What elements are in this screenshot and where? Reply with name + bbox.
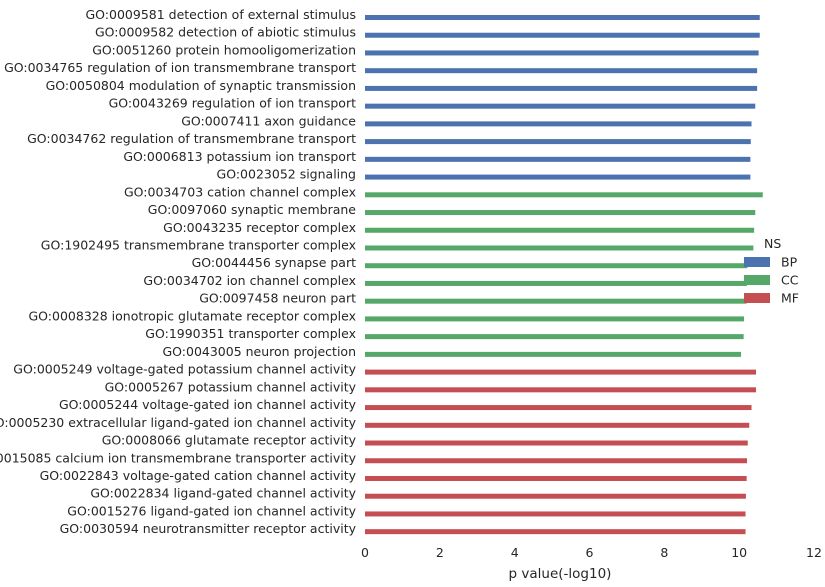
bar-19 xyxy=(365,351,742,357)
bar-12 xyxy=(365,227,755,233)
bar-27 xyxy=(365,493,746,499)
category-label: GO:0022843 voltage-gated cation channel … xyxy=(40,468,357,483)
category-label: GO:1902495 transmembrane transporter com… xyxy=(41,237,356,252)
category-label: GO:0008328 ionotropic glutamate receptor… xyxy=(29,308,357,323)
x-tick-label: 12 xyxy=(806,545,822,560)
bar-28 xyxy=(365,511,746,517)
category-label: GO:0023052 signaling xyxy=(217,167,356,182)
category-label: GO:0005244 voltage-gated ion channel act… xyxy=(59,397,357,412)
category-label: GO:0097060 synaptic membrane xyxy=(148,202,357,217)
bar-4 xyxy=(365,85,758,91)
bars-group xyxy=(365,15,763,535)
category-label: GO:0008066 glutamate receptor activity xyxy=(102,433,357,448)
bar-25 xyxy=(365,458,748,464)
category-label: GO:0043235 receptor complex xyxy=(163,220,356,235)
legend-swatch-mf xyxy=(744,293,770,303)
bar-22 xyxy=(365,405,752,411)
bar-21 xyxy=(365,387,757,393)
bar-2 xyxy=(365,50,759,56)
bar-5 xyxy=(365,103,756,109)
x-axis-title: p value(-log10) xyxy=(509,566,612,582)
bar-18 xyxy=(365,334,744,340)
bar-10 xyxy=(365,192,763,198)
category-label: GO:0050804 modulation of synaptic transm… xyxy=(46,78,356,93)
category-label: GO:0034765 regulation of ion transmembra… xyxy=(4,60,356,75)
x-tick-label: 8 xyxy=(660,545,668,560)
bar-17 xyxy=(365,316,745,322)
bar-3 xyxy=(365,68,758,74)
category-labels-group: GO:0009581 detection of external stimulu… xyxy=(0,7,357,536)
x-tick-label: 0 xyxy=(361,545,369,560)
category-label: GO:1990351 transporter complex xyxy=(145,326,356,341)
legend: NS BP CC MF xyxy=(744,236,799,306)
category-label: GO:0007411 axon guidance xyxy=(181,113,356,128)
bar-9 xyxy=(365,174,751,180)
category-label: GO:0043269 regulation of ion transport xyxy=(109,96,357,111)
category-label: GO:0006813 potassium ion transport xyxy=(123,149,356,164)
x-tick-label: 6 xyxy=(586,545,594,560)
category-label: GO:0022834 ligand-gated channel activity xyxy=(90,486,356,501)
category-label: GO:0009582 detection of abiotic stimulus xyxy=(95,25,356,40)
bar-16 xyxy=(365,298,747,304)
category-label: GO:0034762 regulation of transmembrane t… xyxy=(27,131,356,146)
category-label: GO:0015085 calcium ion transmembrane tra… xyxy=(0,450,357,465)
category-label: GO:0030594 neurotransmitter receptor act… xyxy=(60,521,357,536)
bar-0 xyxy=(365,15,760,20)
x-tick-label: 2 xyxy=(436,545,444,560)
bar-24 xyxy=(365,440,748,446)
category-label: GO:0005230 extracellular ligand-gated io… xyxy=(0,415,357,430)
bar-11 xyxy=(365,210,756,216)
legend-swatch-cc xyxy=(744,275,770,285)
bar-29 xyxy=(365,529,746,535)
legend-label-cc: CC xyxy=(781,273,799,288)
bar-14 xyxy=(365,263,748,269)
legend-title: NS xyxy=(764,236,781,251)
bar-13 xyxy=(365,245,754,251)
legend-label-mf: MF xyxy=(781,291,799,306)
legend-label-bp: BP xyxy=(781,255,798,270)
legend-swatch-bp xyxy=(744,257,770,267)
category-label: GO:0015276 ligand-gated ion channel acti… xyxy=(67,503,356,518)
category-label: GO:0097458 neuron part xyxy=(199,291,356,306)
x-tick-labels-group: 0 2 4 6 8 10 12 xyxy=(361,545,822,560)
legend-entries: BP CC MF xyxy=(744,255,799,306)
bar-7 xyxy=(365,139,751,145)
category-label: GO:0051260 protein homooligomerization xyxy=(92,42,356,57)
bar-26 xyxy=(365,475,747,481)
category-label: GO:0005249 voltage-gated potassium chann… xyxy=(13,362,356,377)
category-label: GO:0034702 ion channel complex xyxy=(143,273,356,288)
bar-20 xyxy=(365,369,757,375)
category-label: GO:0044456 synapse part xyxy=(192,255,356,270)
bar-15 xyxy=(365,280,748,286)
bar-6 xyxy=(365,121,752,127)
bar-1 xyxy=(365,32,760,38)
category-label: GO:0034703 cation channel complex xyxy=(124,184,356,199)
category-label: GO:0043005 neuron projection xyxy=(162,344,356,359)
x-tick-label: 4 xyxy=(511,545,519,560)
bar-8 xyxy=(365,156,751,162)
x-tick-label: 10 xyxy=(731,545,747,560)
category-label: GO:0009581 detection of external stimulu… xyxy=(86,7,357,22)
category-label: GO:0005267 potassium channel activity xyxy=(105,379,357,394)
bar-23 xyxy=(365,422,750,428)
